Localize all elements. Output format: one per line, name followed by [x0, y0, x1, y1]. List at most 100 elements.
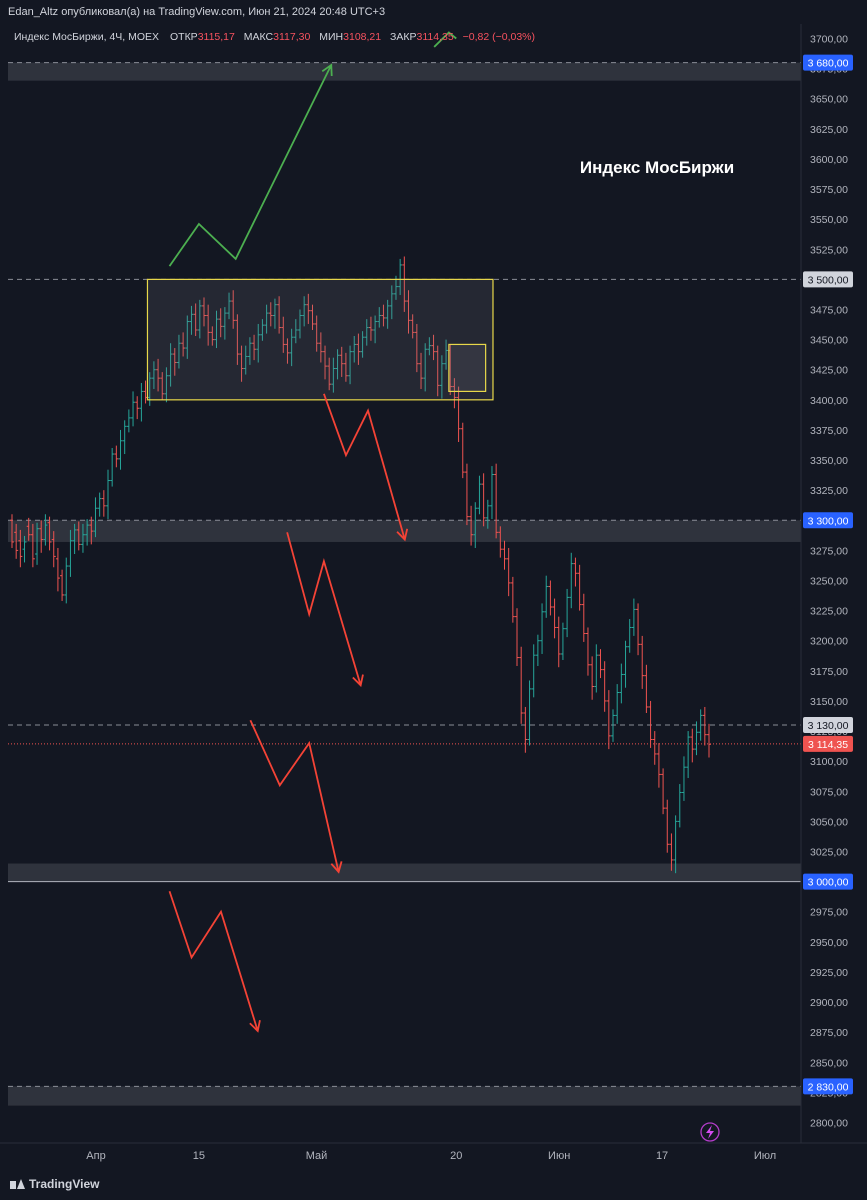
red-projection-arrow[interactable]: [249, 719, 343, 874]
candle: [348, 345, 353, 385]
candle: [644, 664, 649, 713]
candle: [602, 661, 607, 712]
candle: [686, 731, 691, 779]
candle: [694, 721, 699, 756]
price-tick-label: 3650,00: [810, 94, 848, 106]
price-tick-label: 3075,00: [810, 786, 848, 798]
candle: [264, 304, 269, 334]
candlestick-series: [10, 256, 711, 874]
candle: [364, 319, 369, 346]
candle: [260, 319, 265, 341]
candle: [93, 497, 98, 538]
candle: [55, 547, 60, 592]
candle: [665, 799, 670, 853]
candle: [293, 319, 298, 344]
candle: [39, 520, 44, 553]
candle: [398, 258, 403, 296]
time-tick-label: Май: [306, 1150, 328, 1162]
candle: [285, 338, 290, 364]
candle: [110, 448, 115, 487]
price-axis[interactable]: 2800,002825,002850,002875,002900,002925,…: [800, 24, 867, 1143]
price-badge: 3 114,35: [803, 735, 853, 752]
candle: [131, 391, 136, 427]
price-tick-label: 3625,00: [810, 124, 848, 136]
range-box[interactable]: [146, 278, 494, 401]
lightning-icon[interactable]: [700, 1122, 720, 1142]
candle: [702, 706, 707, 746]
candle: [648, 700, 653, 748]
candle: [552, 598, 557, 639]
candle: [652, 731, 657, 765]
candle: [577, 564, 582, 611]
candle: [435, 345, 440, 397]
candle: [485, 499, 490, 529]
green-projection-arrow[interactable]: [168, 63, 333, 267]
tradingview-logo[interactable]: TradingView: [10, 1177, 99, 1191]
candle: [377, 307, 382, 328]
candle: [72, 523, 77, 555]
candle: [176, 334, 181, 369]
small-box[interactable]: [448, 343, 487, 393]
candle: [181, 332, 186, 357]
level-zone: [8, 863, 801, 882]
time-axis[interactable]: Апр 15 Май 20 Июн 17 Июл: [0, 1122, 867, 1162]
candle: [519, 646, 524, 724]
horizontal-levels: [8, 62, 801, 1087]
time-tick-label: 15: [193, 1150, 205, 1162]
ohlc-legend: Индекс МосБиржи, 4Ч, MOEX ОТКР3115,17 МА…: [14, 31, 535, 43]
candle: [318, 332, 323, 363]
red-projection-arrow[interactable]: [168, 890, 261, 1033]
candle: [410, 314, 415, 339]
open-value: 3115,17: [197, 31, 235, 43]
price-tick-label: 2950,00: [810, 937, 848, 949]
candle: [89, 516, 94, 545]
candle: [272, 298, 277, 329]
candle: [14, 523, 19, 559]
candle: [243, 345, 248, 375]
svg-text:3 000,00: 3 000,00: [808, 877, 849, 889]
candle: [197, 299, 202, 339]
candle: [661, 768, 666, 815]
candle: [623, 640, 628, 688]
candle: [193, 303, 198, 336]
chart-title: Индекс МосБиржи: [580, 158, 734, 177]
candle: [690, 728, 695, 763]
price-tick-label: 2925,00: [810, 967, 848, 979]
candle: [151, 361, 156, 389]
candle: [297, 309, 302, 339]
candle: [156, 358, 161, 392]
open-label: ОТКР: [169, 31, 198, 43]
projection-arrows[interactable]: [168, 31, 457, 1033]
price-tick-label: 3175,00: [810, 666, 848, 678]
candle: [527, 680, 532, 746]
red-projection-arrow[interactable]: [323, 393, 409, 542]
candle: [548, 580, 553, 616]
candle: [339, 346, 344, 377]
green-projection-arrow[interactable]: [433, 31, 457, 48]
candle: [185, 315, 190, 359]
svg-text:3 680,00: 3 680,00: [808, 58, 849, 70]
time-tick-label: 20: [450, 1150, 462, 1162]
candle: [569, 552, 574, 609]
candle: [356, 333, 361, 365]
low-value: 3108,21: [343, 31, 382, 43]
candle: [343, 352, 348, 382]
svg-text:3 130,00: 3 130,00: [808, 720, 849, 732]
candle: [368, 316, 373, 341]
price-tick-label: 3450,00: [810, 335, 848, 347]
candle: [598, 649, 603, 679]
candle: [510, 576, 515, 623]
candle: [68, 529, 73, 577]
candle: [231, 290, 236, 329]
candle: [523, 706, 528, 753]
candle: [114, 445, 119, 468]
candle: [698, 709, 703, 741]
price-tick-label: 2975,00: [810, 907, 848, 919]
price-tick-label: 2875,00: [810, 1027, 848, 1039]
range-rectangles[interactable]: [146, 278, 494, 401]
symbol-line[interactable]: Индекс МосБиржи, 4Ч, MOEX: [14, 31, 160, 43]
red-projection-arrow[interactable]: [286, 532, 364, 688]
candle: [118, 429, 123, 470]
